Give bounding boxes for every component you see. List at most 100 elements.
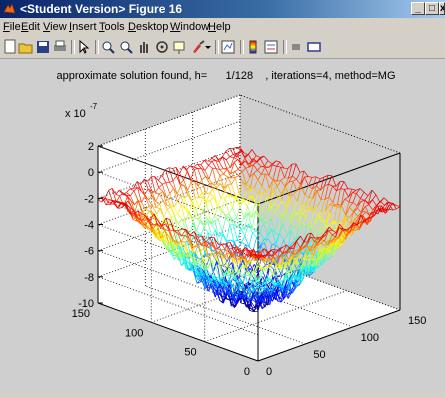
menu-desktop[interactable]: Desktop [128, 21, 168, 33]
mesh-line [277, 187, 281, 195]
menu-window[interactable]: Window [170, 21, 209, 33]
mesh-line [376, 195, 380, 203]
mesh-line [263, 212, 267, 221]
mesh-line [253, 165, 257, 171]
toolbar-separator [283, 40, 287, 54]
hide-plot-tools-icon[interactable] [288, 39, 304, 55]
mesh-line [273, 166, 277, 180]
z-tick-label: 0 [88, 167, 94, 179]
menu-tools[interactable]: Tools [99, 21, 125, 33]
mesh-line [344, 189, 348, 197]
mesh-line [252, 149, 256, 155]
x-tick-label: 150 [408, 315, 426, 327]
y-tick-label: 0 [244, 366, 250, 378]
mesh-line [257, 167, 261, 171]
colorbar-icon[interactable] [245, 39, 261, 55]
menu-view[interactable]: View [43, 21, 67, 33]
brush-dropdown-icon[interactable] [204, 39, 212, 55]
save-icon[interactable] [35, 39, 51, 55]
mesh-line [264, 161, 268, 166]
mesh-line [276, 161, 280, 162]
menu-insert[interactable]: Insert [69, 21, 97, 33]
link-plot-icon[interactable] [220, 39, 236, 55]
z-tick-label: 2 [88, 141, 94, 153]
mesh-line [393, 209, 397, 210]
mesh-line [296, 172, 300, 179]
z-tick-label: -4 [84, 220, 94, 232]
open-file-icon[interactable] [18, 39, 34, 55]
mesh-line [253, 162, 257, 165]
mesh-line [309, 189, 313, 198]
mesh-line [304, 171, 308, 177]
minimize-button[interactable]: _ [411, 2, 425, 15]
mesh-line [334, 204, 338, 223]
close-button[interactable]: x [439, 2, 445, 15]
chart-title: approximate solution found, h= 1/128 , i… [56, 70, 395, 82]
surface-plot[interactable]: approximate solution found, h= 1/128 , i… [0, 59, 445, 393]
mesh-line [275, 211, 279, 217]
menu-help[interactable]: Help [208, 21, 231, 33]
mesh-line [261, 167, 265, 174]
mesh-line [307, 225, 311, 229]
mesh-line [257, 170, 261, 174]
mesh-line [380, 201, 384, 205]
mesh-line [318, 212, 322, 215]
y-tick-label: 100 [125, 327, 143, 339]
show-plot-tools-icon[interactable] [306, 39, 322, 55]
zoom-out-icon[interactable] [118, 39, 134, 55]
pan-icon[interactable] [136, 39, 152, 55]
mesh-line [372, 200, 376, 206]
mesh-line [283, 224, 287, 235]
mesh-line [271, 211, 275, 219]
new-figure-icon[interactable] [2, 39, 18, 55]
mesh-line [262, 174, 266, 186]
menu-edit[interactable]: Edit [21, 21, 40, 33]
mesh-line [281, 180, 285, 187]
mesh-line [292, 176, 296, 179]
mesh-line [243, 190, 247, 199]
mesh-line [345, 197, 349, 199]
mesh-line [266, 191, 270, 197]
zoom-in-icon[interactable] [100, 39, 116, 55]
mesh-line [305, 195, 309, 198]
toolbar-separator [71, 40, 75, 54]
mesh-line [274, 203, 278, 207]
mesh-line [254, 173, 258, 180]
mesh-line [260, 232, 264, 240]
rotate-3d-icon[interactable] [154, 39, 170, 55]
mesh-line [278, 198, 282, 201]
print-icon[interactable] [52, 39, 68, 55]
mesh-line [257, 162, 261, 167]
mesh-line [279, 217, 283, 218]
pointer-icon[interactable] [76, 39, 92, 55]
mesh-line [278, 207, 282, 217]
mesh-line [365, 206, 369, 215]
z-tick-label: -6 [84, 246, 94, 258]
mesh-line [344, 189, 348, 190]
mesh-line [264, 156, 268, 161]
restore-button[interactable]: □ [425, 2, 439, 15]
mesh-line [272, 165, 276, 166]
mesh-line [262, 186, 266, 191]
mesh-line [276, 162, 280, 166]
y-tick-label: 150 [72, 308, 90, 320]
data-cursor-icon[interactable] [172, 39, 188, 55]
mesh-line [312, 177, 316, 178]
mesh-line [254, 188, 258, 194]
x-tick-label: 50 [313, 349, 325, 361]
mesh-line [317, 200, 321, 207]
legend-icon[interactable] [263, 39, 279, 55]
mesh-line [353, 203, 357, 206]
menu-file[interactable]: File [3, 21, 21, 33]
mesh-line [346, 217, 350, 219]
mesh-line [319, 221, 323, 233]
z-exponent-power: -7 [90, 102, 98, 111]
mesh-line [302, 211, 306, 214]
mesh-line [268, 161, 272, 164]
mesh-line [287, 225, 291, 236]
mesh-line [346, 216, 350, 217]
mesh-line [246, 168, 250, 177]
mesh-line [255, 194, 259, 201]
mesh-line [275, 254, 279, 257]
mesh-line [260, 159, 264, 166]
